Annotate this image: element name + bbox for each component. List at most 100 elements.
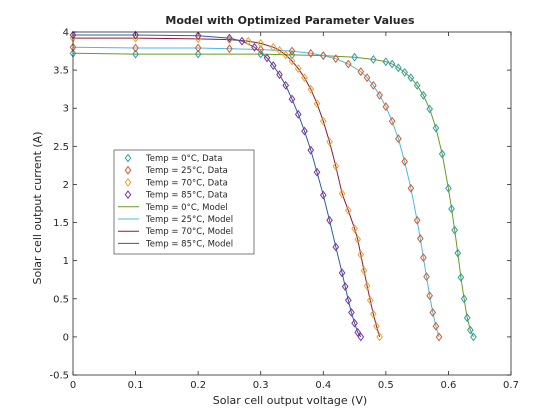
data-point-1-18 [407, 183, 415, 193]
legend-label-7: Temp = 85°C, Model [145, 239, 233, 249]
data-point-2-25 [370, 309, 377, 319]
data-point-2-7 [276, 45, 283, 55]
data-point-3-11 [294, 109, 302, 119]
data-point-0-13 [413, 80, 421, 90]
x-tick-label: 0.1 [128, 380, 144, 391]
data-point-0-14 [420, 90, 427, 100]
data-point-0-10 [395, 63, 402, 73]
data-point-2-5 [257, 38, 265, 48]
x-tick-label: 0.4 [315, 380, 331, 391]
data-point-0-1 [132, 49, 139, 59]
legend-box [113, 149, 255, 255]
y-tick-label: 4 [63, 28, 69, 39]
data-point-3-6 [263, 53, 271, 63]
data-point-3-18 [338, 268, 346, 278]
x-axis-label: Solar cell output voltage (V) [213, 394, 367, 407]
data-point-1-2 [194, 43, 202, 53]
data-point-3-24 [357, 332, 365, 342]
data-point-3-9 [282, 80, 290, 90]
data-point-1-20 [416, 234, 424, 243]
data-point-0-15 [426, 104, 433, 114]
data-point-3-20 [344, 295, 352, 305]
legend-label-1: Temp = 25°C, Data [145, 166, 228, 176]
data-point-1-12 [370, 80, 377, 90]
data-point-3-5 [251, 42, 258, 52]
data-point-1-6 [307, 48, 315, 58]
data-point-3-3 [226, 33, 233, 43]
data-point-0-11 [401, 67, 408, 77]
data-point-3-19 [341, 282, 349, 292]
data-point-0-3 [257, 49, 265, 59]
series-line-model-0 [72, 52, 474, 338]
data-point-1-8 [332, 54, 340, 64]
legend-label-5: Temp = 25°C, Model [145, 215, 233, 225]
legend-marker-2 [124, 177, 132, 187]
data-point-2-4 [244, 36, 252, 46]
data-point-3-1 [132, 30, 139, 40]
data-point-0-6 [351, 52, 358, 62]
data-point-3-2 [194, 31, 202, 41]
data-point-0-21 [454, 248, 462, 258]
data-point-0-18 [445, 183, 452, 193]
x-tick-label: 0 [70, 380, 76, 391]
data-point-2-16 [332, 161, 340, 171]
data-point-0-9 [388, 59, 396, 69]
data-point-1-5 [288, 46, 296, 56]
data-point-2-20 [354, 234, 362, 244]
data-point-1-1 [132, 43, 139, 53]
data-point-3-4 [238, 36, 246, 46]
data-point-2-11 [301, 73, 308, 83]
data-point-2-9 [288, 56, 296, 66]
x-tick-label: 0.5 [378, 380, 394, 391]
data-point-1-15 [388, 116, 396, 126]
legend-label-0: Temp = 0°C, Data [145, 154, 222, 164]
data-point-1-11 [363, 73, 371, 83]
y-tick-label: 0.5 [53, 294, 69, 305]
data-point-1-26 [435, 332, 443, 342]
data-point-2-24 [366, 295, 374, 305]
series-layer [69, 30, 477, 342]
data-point-0-23 [460, 294, 468, 304]
data-point-0-25 [467, 325, 474, 335]
data-point-0-26 [470, 332, 477, 342]
data-point-2-26 [373, 321, 380, 331]
data-point-1-24 [429, 308, 437, 317]
data-point-3-15 [319, 190, 327, 200]
legend: Temp = 0°C, Data Temp = 25°C, Data Temp = … [113, 149, 255, 255]
data-point-1-16 [395, 134, 402, 144]
legend-label-3: Temp = 85°C, Data [145, 191, 228, 201]
data-point-2-13 [313, 99, 321, 109]
data-point-2-21 [357, 250, 365, 260]
series-line-model-3 [73, 34, 362, 338]
data-point-0-24 [463, 313, 471, 323]
legend-label-2: Temp = 70°C, Data [145, 178, 228, 188]
x-tick-label: 0.7 [503, 380, 519, 391]
legend-label-6: Temp = 70°C, Model [145, 227, 233, 237]
x-tick-label: 0.2 [190, 380, 206, 391]
data-point-1-25 [432, 321, 440, 331]
y-tick-label: 2 [63, 180, 69, 191]
data-point-1-17 [401, 157, 408, 167]
data-point-3-8 [276, 70, 283, 80]
legend-marker-1 [124, 165, 132, 175]
data-point-2-22 [360, 266, 368, 276]
axes-box [72, 31, 512, 376]
data-point-2-8 [282, 50, 290, 60]
data-point-2-17 [338, 189, 346, 199]
data-point-3-22 [351, 318, 358, 328]
data-point-1-14 [382, 102, 390, 112]
data-point-3-21 [348, 308, 355, 317]
y-tick-label: 1.5 [53, 218, 69, 229]
data-point-2-18 [344, 205, 352, 215]
data-point-1-21 [420, 253, 427, 263]
legend-label-4: Temp = 0°C, Model [145, 203, 228, 213]
series-line-model-2 [73, 37, 381, 338]
y-tick-label: 1 [63, 256, 69, 267]
data-point-2-14 [319, 116, 327, 126]
axes-layer: 0 0.1 0.2 0.3 0.4 0.5 0.6 0.7-0.500.511.522.533… [49, 28, 518, 392]
data-point-3-14 [313, 167, 321, 177]
data-point-3-10 [288, 94, 296, 104]
data-point-1-4 [257, 45, 265, 54]
data-point-1-10 [357, 67, 365, 77]
